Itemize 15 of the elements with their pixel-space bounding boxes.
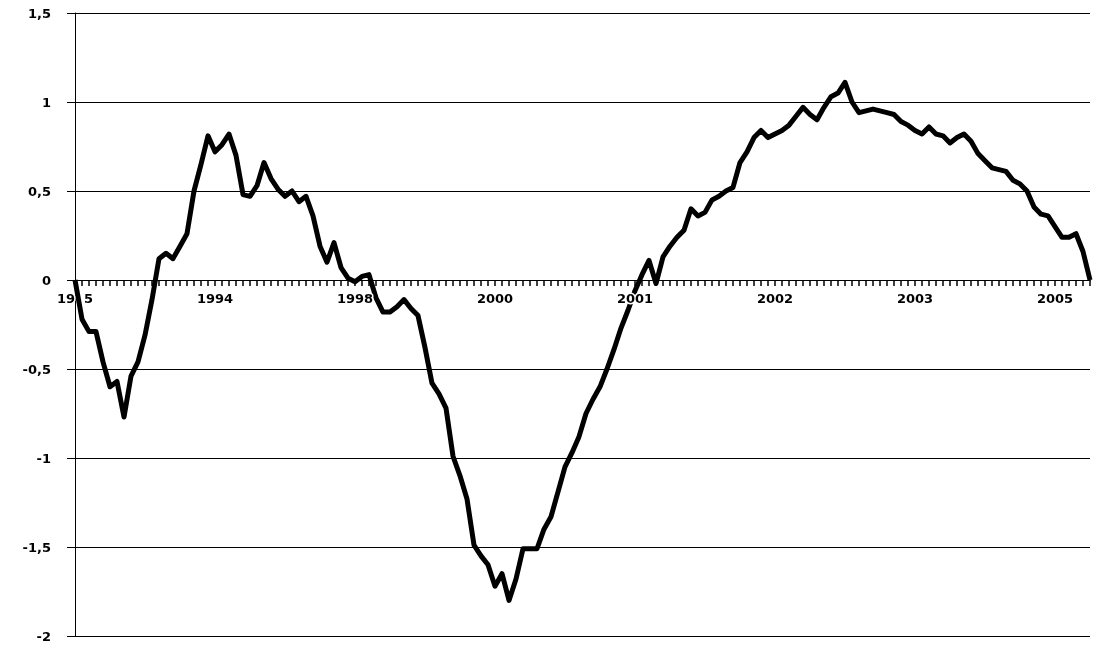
y-tick-label: 1 xyxy=(41,94,51,110)
x-tick-label: 1994 xyxy=(196,291,234,306)
x-tick-label: 2000 xyxy=(476,291,514,306)
y-tick-label: -1,5 xyxy=(22,539,51,555)
x-tick-label: 2003 xyxy=(896,291,934,306)
x-tick-label: 19 5 xyxy=(56,291,94,306)
y-tick-label: 0,5 xyxy=(27,183,51,199)
y-tick-label: -1 xyxy=(36,450,51,466)
y-tick-label: -2 xyxy=(36,628,51,644)
x-tick-label: 2002 xyxy=(756,291,794,306)
y-tick-label: -0,5 xyxy=(22,361,51,377)
x-tick-label: 1998 xyxy=(336,291,374,306)
x-tick-label: 2005 xyxy=(1036,291,1074,306)
y-tick-label: 1,5 xyxy=(27,5,51,21)
y-tick-label: 0 xyxy=(41,272,51,288)
